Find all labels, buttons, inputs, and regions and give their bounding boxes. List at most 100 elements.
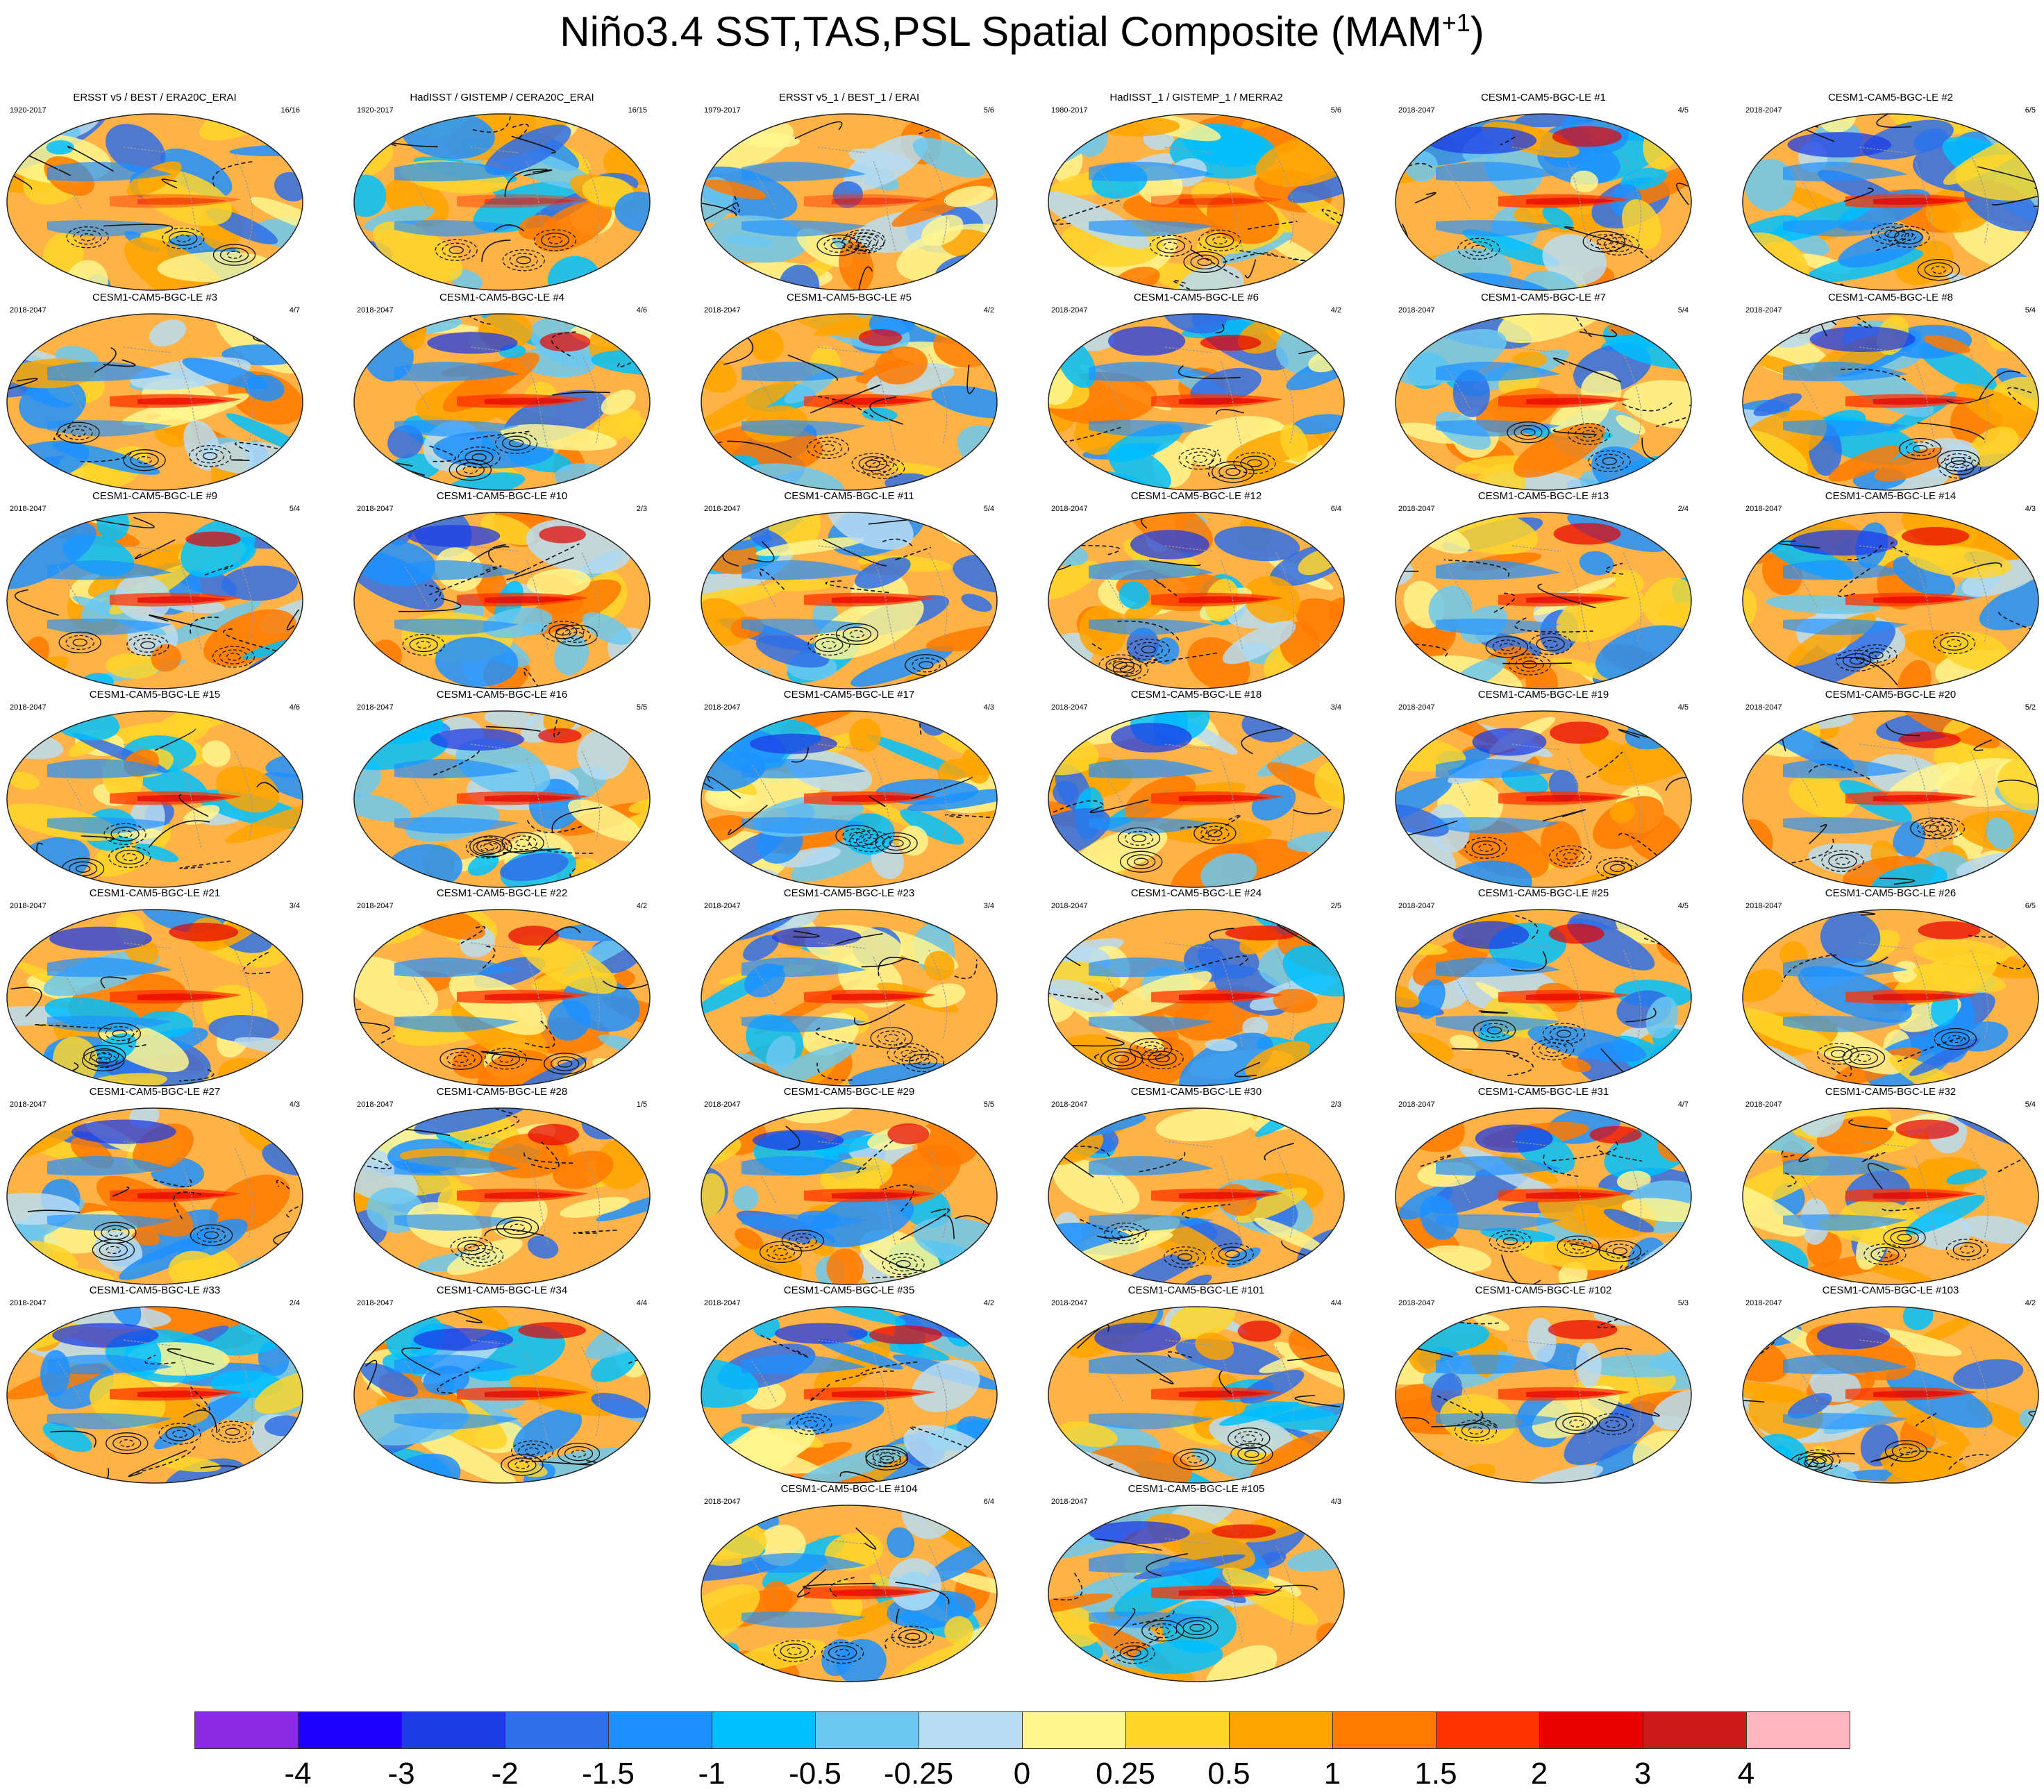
- map-panel: ERSST v5_1 / BEST_1 / ERAI 1979-2017 5/6: [697, 92, 1001, 293]
- map-panel: CESM1-CAM5-BGC-LE #10 2018-2047 2/3: [350, 490, 654, 692]
- composite-map: [1742, 512, 2039, 689]
- map-panel: CESM1-CAM5-BGC-LE #13 2018-2047 2/4: [1391, 490, 1695, 692]
- panel-event-count: 6/4: [1330, 505, 1341, 513]
- composite-map: [1742, 909, 2039, 1087]
- panel-event-count: 5/2: [2025, 703, 2036, 712]
- panel-event-count: 4/2: [1330, 306, 1341, 315]
- panel-event-count: 5/4: [983, 505, 994, 513]
- panel-event-count: 5/6: [1330, 106, 1341, 115]
- panel-event-count: 4/3: [2025, 505, 2036, 513]
- map-panel: CESM1-CAM5-BGC-LE #21 2018-2047 3/4: [3, 887, 307, 1089]
- panel-event-count: 4/2: [983, 1299, 994, 1307]
- panel-period: 2018-2047: [1398, 902, 1435, 910]
- panel-title: CESM1-CAM5-BGC-LE #3: [92, 292, 218, 303]
- figure-title-text: Niño3.4 SST,TAS,PSL Spatial Composite (M…: [560, 8, 1442, 55]
- colorbar-label: 1: [1323, 1757, 1341, 1791]
- panel-event-count: 1/5: [636, 1100, 647, 1109]
- composite-map: [1048, 313, 1345, 491]
- composite-map: [701, 113, 998, 291]
- panel-title: CESM1-CAM5-BGC-LE #13: [1477, 490, 1609, 502]
- map-panel: CESM1-CAM5-BGC-LE #1 2018-2047 4/5: [1391, 92, 1695, 293]
- composite-map: [1395, 1107, 1692, 1285]
- panel-title: CESM1-CAM5-BGC-LE #29: [783, 1086, 915, 1098]
- composite-map: [701, 512, 998, 689]
- panel-event-count: 4/3: [983, 703, 994, 712]
- panel-event-count: 4/3: [289, 1100, 300, 1109]
- map-panel: CESM1-CAM5-BGC-LE #32 2018-2047 5/4: [1739, 1086, 2043, 1287]
- panel-title: CESM1-CAM5-BGC-LE #8: [1827, 292, 1954, 303]
- composite-map: [1742, 313, 2039, 491]
- panel-event-count: 16/15: [628, 106, 647, 115]
- panel-title: CESM1-CAM5-BGC-LE #10: [436, 490, 568, 502]
- panel-title: CESM1-CAM5-BGC-LE #35: [783, 1284, 915, 1296]
- panel-event-count: 16/16: [280, 106, 300, 115]
- panel-title: CESM1-CAM5-BGC-LE #27: [89, 1086, 221, 1098]
- colorbar-label: 0: [1013, 1757, 1031, 1791]
- panel-title: CESM1-CAM5-BGC-LE #9: [92, 490, 218, 502]
- map-panel: CESM1-CAM5-BGC-LE #22 2018-2047 4/2: [350, 887, 654, 1089]
- panel-period: 2018-2047: [704, 1299, 741, 1307]
- colorbar-box: [1539, 1711, 1643, 1749]
- panel-period: 2018-2047: [704, 703, 741, 712]
- map-panel: CESM1-CAM5-BGC-LE #101 2018-2047 4/4: [1044, 1284, 1348, 1486]
- map-panel: HadISST_1 / GISTEMP_1 / MERRA2 1980-2017 5…: [1044, 92, 1348, 293]
- panel-title: CESM1-CAM5-BGC-LE #2: [1827, 92, 1954, 103]
- colorbar-box: [194, 1711, 299, 1749]
- panel-period: 2018-2047: [1398, 306, 1435, 315]
- map-panel: CESM1-CAM5-BGC-LE #33 2018-2047 2/4: [3, 1284, 307, 1486]
- colorbar-box: [608, 1711, 712, 1749]
- composite-map: [6, 1107, 303, 1285]
- panel-period: 2018-2047: [1051, 505, 1088, 513]
- panel-event-count: 5/4: [2025, 1100, 2036, 1109]
- composite-map: [1742, 113, 2039, 291]
- panel-period: 2018-2047: [357, 1299, 394, 1307]
- map-panel: CESM1-CAM5-BGC-LE #105 2018-2047 4/3: [1044, 1483, 1348, 1684]
- map-panel: CESM1-CAM5-BGC-LE #27 2018-2047 4/3: [3, 1086, 307, 1287]
- panel-period: 2018-2047: [357, 703, 394, 712]
- map-panel: CESM1-CAM5-BGC-LE #24 2018-2047 2/5: [1044, 887, 1348, 1089]
- map-panel: CESM1-CAM5-BGC-LE #30 2018-2047 2/3: [1044, 1086, 1348, 1287]
- panel-period: 2018-2047: [10, 703, 47, 712]
- composite-map: [701, 1505, 998, 1682]
- map-panel: CESM1-CAM5-BGC-LE #16 2018-2047 5/5: [350, 689, 654, 890]
- colorbar-label: -3: [387, 1757, 415, 1791]
- panel-period: 2018-2047: [704, 1100, 741, 1109]
- panel-period: 2018-2047: [1745, 703, 1782, 712]
- map-panel: CESM1-CAM5-BGC-LE #14 2018-2047 4/3: [1739, 490, 2043, 692]
- map-panel: CESM1-CAM5-BGC-LE #34 2018-2047 4/4: [350, 1284, 654, 1486]
- panel-event-count: 4/6: [289, 703, 300, 712]
- map-panel: CESM1-CAM5-BGC-LE #102 2018-2047 5/3: [1391, 1284, 1695, 1486]
- composite-map: [1048, 1505, 1345, 1682]
- composite-map: [1048, 512, 1345, 689]
- panel-event-count: 5/5: [983, 1100, 994, 1109]
- panel-period: 2018-2047: [10, 902, 47, 910]
- map-panel: CESM1-CAM5-BGC-LE #26 2018-2047 6/5: [1739, 887, 2043, 1089]
- panel-event-count: 4/6: [636, 306, 647, 315]
- panel-event-count: 2/3: [636, 505, 647, 513]
- map-panel: CESM1-CAM5-BGC-LE #31 2018-2047 4/7: [1391, 1086, 1695, 1287]
- composite-map: [1395, 313, 1692, 491]
- panel-period: 2018-2047: [1051, 1100, 1088, 1109]
- colorbar-label: 1.5: [1414, 1757, 1457, 1791]
- map-panel: CESM1-CAM5-BGC-LE #18 2018-2047 3/4: [1044, 689, 1348, 890]
- panel-period: 1920-2017: [357, 106, 394, 115]
- panel-title: CESM1-CAM5-BGC-LE #11: [784, 490, 914, 502]
- panel-event-count: 5/6: [983, 106, 994, 115]
- figure-title: Niño3.4 SST,TAS,PSL Spatial Composite (M…: [0, 4, 2044, 60]
- panel-event-count: 4/4: [636, 1299, 647, 1307]
- panel-event-count: 6/5: [2025, 902, 2036, 910]
- composite-map: [701, 1306, 998, 1484]
- panel-title: CESM1-CAM5-BGC-LE #7: [1480, 292, 1607, 303]
- panel-title: HadISST_1 / GISTEMP_1 / MERRA2: [1109, 92, 1283, 103]
- map-panel: ERSST v5 / BEST / ERA20C_ERAI 1920-2017 16…: [3, 92, 307, 293]
- panel-period: 2018-2047: [1051, 703, 1088, 712]
- map-panel: CESM1-CAM5-BGC-LE #29 2018-2047 5/5: [697, 1086, 1001, 1287]
- composite-map: [6, 1306, 303, 1484]
- panel-title: ERSST v5 / BEST / ERA20C_ERAI: [73, 92, 237, 103]
- panel-period: 2018-2047: [357, 505, 394, 513]
- composite-map: [1395, 710, 1692, 888]
- panel-title: CESM1-CAM5-BGC-LE #103: [1822, 1284, 1959, 1296]
- colorbar-box: [1746, 1711, 1850, 1749]
- colorbar-label: -2: [491, 1757, 519, 1791]
- map-panel: CESM1-CAM5-BGC-LE #6 2018-2047 4/2: [1044, 292, 1348, 493]
